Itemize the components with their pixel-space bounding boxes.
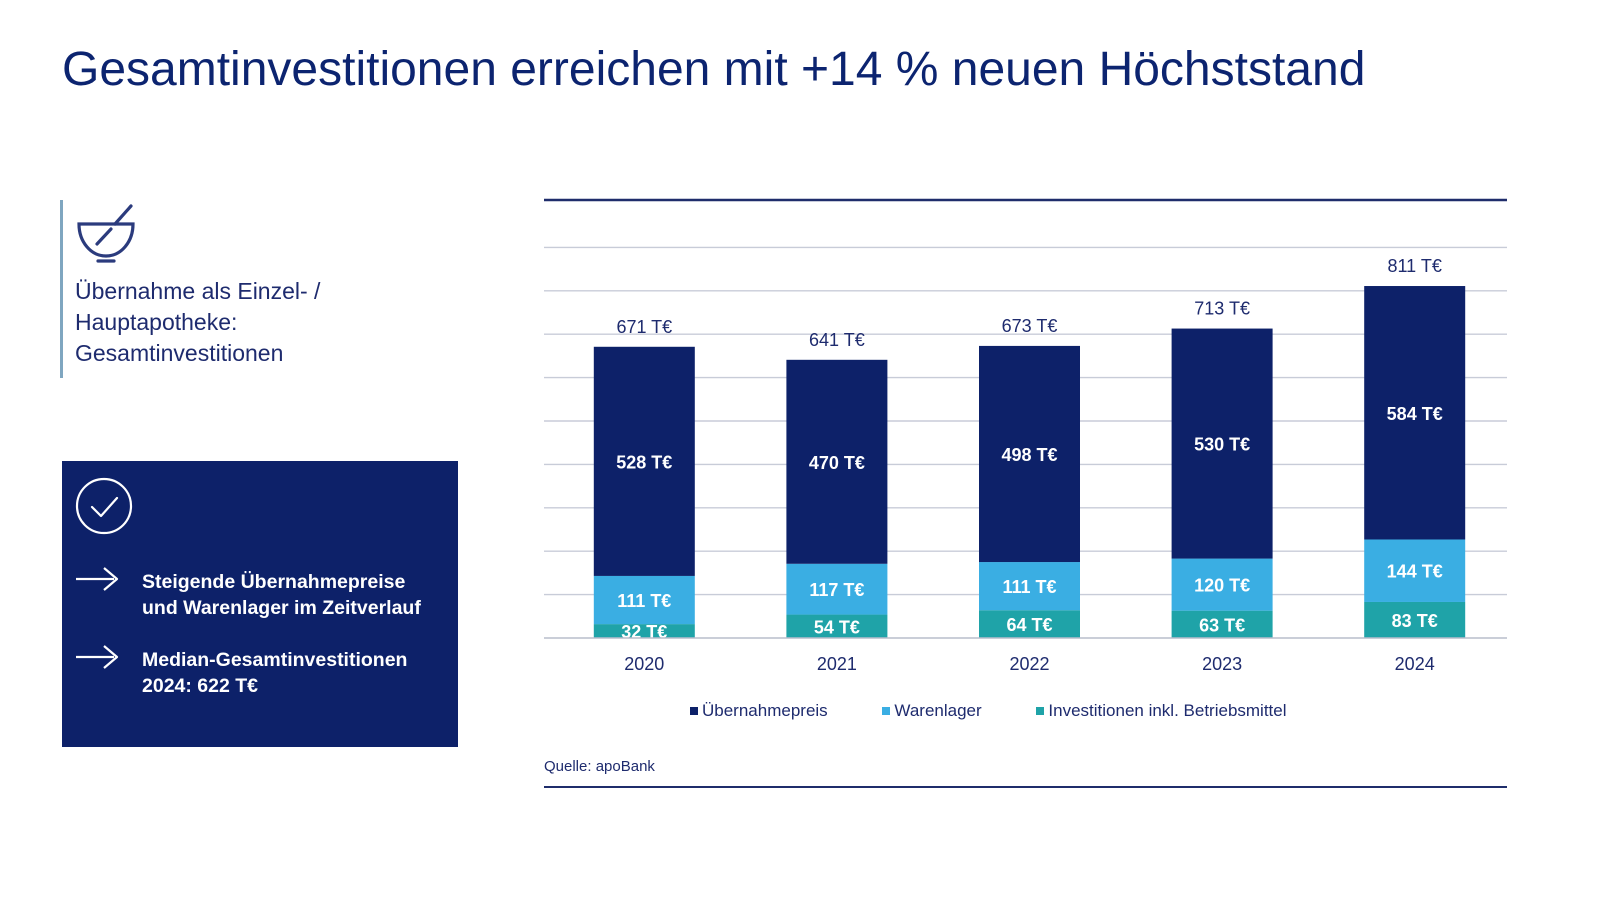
data-label: 470 T€ [809, 453, 865, 473]
x-tick-label: 2022 [1009, 654, 1049, 674]
legend-item-uebernahmepreis: Übernahmepreis [690, 701, 828, 721]
bar-segment [593, 346, 695, 576]
page-title: Gesamtinvestitionen erreichen mit +14 % … [62, 43, 1366, 96]
bar-segment [593, 575, 695, 625]
total-label: 713 T€ [1194, 299, 1250, 319]
bar-segment [1364, 601, 1466, 638]
legend-item-warenlager: Warenlager [882, 701, 982, 721]
data-label: 111 T€ [617, 591, 671, 611]
bar-segment [1171, 328, 1273, 559]
chart-description-panel: Übernahme als Einzel- / Hauptapotheke: G… [60, 200, 423, 378]
source-note: Quelle: apoBank [544, 758, 655, 775]
bar-segment [786, 614, 888, 638]
total-label: 673 T€ [1002, 316, 1058, 336]
legend-item-investitionen: Investitionen inkl. Betriebsmittel [1036, 701, 1287, 721]
data-label: 32 T€ [621, 622, 667, 642]
data-label: 111 T€ [1002, 577, 1056, 597]
chart-subtitle: Übernahme als Einzel- / Hauptapotheke: G… [75, 278, 321, 366]
data-label: 498 T€ [1001, 445, 1057, 465]
finding-text: Median-Gesamtinvestitionen 2024: 622 T€ [142, 649, 408, 697]
arrow-right-icon [76, 567, 119, 591]
data-label: 528 T€ [616, 452, 672, 472]
legend-swatch [1036, 707, 1045, 715]
check-circle-icon [75, 477, 133, 535]
key-findings-box: Steigende Übernahmepreise und Warenlager… [62, 461, 458, 747]
mortar-pestle-icon [77, 204, 135, 263]
chart-legend: Übernahmepreis Warenlager Investitionen … [690, 700, 1337, 721]
legend-label: Investitionen inkl. Betriebsmittel [1048, 701, 1287, 720]
data-label: 64 T€ [1006, 615, 1052, 635]
x-tick-label: 2021 [817, 654, 857, 674]
data-label: 120 T€ [1194, 576, 1250, 596]
bar-segment [786, 359, 888, 564]
bar-segment [1364, 286, 1466, 540]
total-label: 811 T€ [1388, 256, 1442, 276]
data-label: 63 T€ [1199, 615, 1245, 635]
bar-segment [979, 562, 1080, 611]
x-tick-label: 2023 [1202, 654, 1242, 674]
bar-segment [593, 624, 695, 638]
bar-segment [1171, 610, 1273, 638]
legend-label: Warenlager [894, 701, 982, 720]
total-label: 641 T€ [809, 330, 865, 350]
x-tick-label: 2020 [624, 654, 664, 674]
bottom-divider [544, 786, 1507, 788]
x-tick-label: 2024 [1395, 654, 1435, 674]
data-label: 83 T€ [1392, 611, 1438, 631]
data-label: 584 T€ [1387, 404, 1443, 424]
data-label: 530 T€ [1194, 435, 1250, 455]
finding-text: Steigende Übernahmepreise und Warenlager… [142, 571, 421, 619]
legend-label: Übernahmepreis [702, 701, 828, 720]
total-label: 671 T€ [616, 317, 672, 337]
bar-segment [979, 345, 1080, 563]
data-label: 54 T€ [814, 617, 860, 637]
legend-swatch [690, 707, 698, 715]
data-label: 117 T€ [809, 580, 864, 600]
bar-segment [1364, 539, 1466, 602]
arrow-right-icon [76, 645, 119, 669]
bar-segment [1171, 558, 1273, 611]
bar-segment [979, 610, 1080, 638]
bar-segment [786, 563, 888, 615]
legend-swatch [882, 707, 891, 715]
data-label: 144 T€ [1387, 562, 1443, 582]
